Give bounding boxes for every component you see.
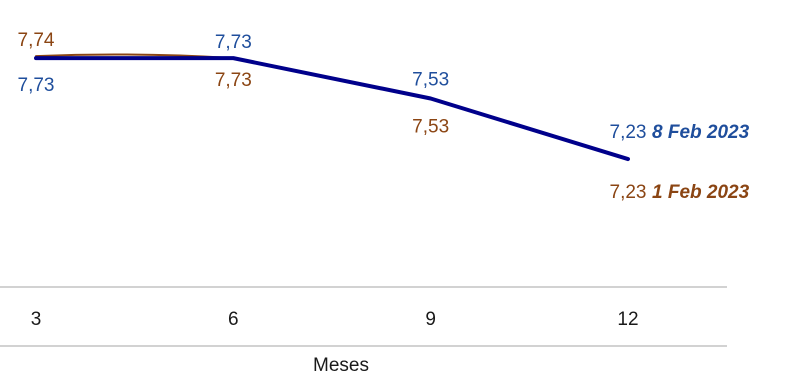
x-tick-labels: 3 6 9 12 bbox=[31, 309, 639, 330]
data-label: 7,74 bbox=[18, 30, 55, 51]
data-label: 7,73 bbox=[18, 75, 55, 96]
data-label: 7,23 bbox=[610, 122, 647, 143]
x-tick-label: 6 bbox=[228, 309, 239, 330]
data-label: 7,53 bbox=[412, 117, 449, 138]
series-lines bbox=[34, 53, 630, 162]
x-axis-title: Meses bbox=[313, 355, 369, 374]
series-name-label: 8 Feb 2023 bbox=[652, 122, 750, 143]
series-name-label: 1 Feb 2023 bbox=[652, 182, 750, 203]
data-label: 7,73 bbox=[215, 32, 252, 53]
x-tick-label: 9 bbox=[425, 309, 436, 330]
series-line-0 bbox=[35, 53, 629, 161]
data-label: 7,73 bbox=[215, 70, 252, 91]
data-label: 7,53 bbox=[412, 70, 449, 91]
series-line-1 bbox=[34, 56, 630, 162]
x-tick-label: 3 bbox=[31, 309, 42, 330]
data-label: 7,23 bbox=[610, 182, 647, 203]
data-labels: 7,747,737,537,23 1 Feb 20237,737,737,537,… bbox=[18, 30, 750, 203]
x-tick-label: 12 bbox=[617, 309, 638, 330]
